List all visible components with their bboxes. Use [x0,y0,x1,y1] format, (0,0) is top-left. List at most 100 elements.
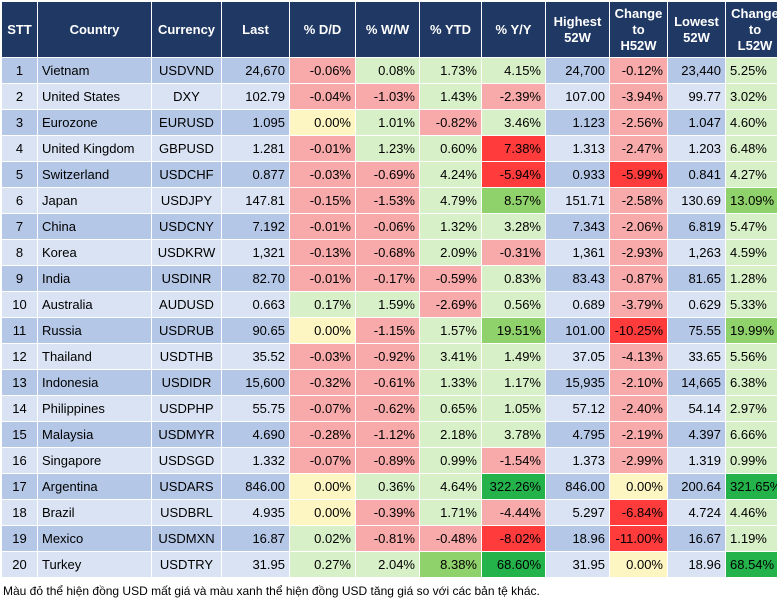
cell-last: 4.690 [222,422,290,448]
cell-change-h52w: -2.47% [610,136,668,162]
cell-ww: -0.92% [356,344,420,370]
cell-country: Mexico [38,526,152,552]
cell-change-l52w: 0.99% [726,448,777,474]
header-yy: % Y/Y [482,2,546,58]
cell-ww: -1.12% [356,422,420,448]
cell-currency: USDINR [152,266,222,292]
cell-ww: 0.36% [356,474,420,500]
cell-stt: 8 [2,240,38,266]
cell-lowest-52w: 81.65 [668,266,726,292]
cell-last: 4.935 [222,500,290,526]
cell-stt: 11 [2,318,38,344]
cell-change-l52w: 4.46% [726,500,777,526]
cell-change-h52w: -5.99% [610,162,668,188]
cell-yy: 19.51% [482,318,546,344]
cell-last: 1,321 [222,240,290,266]
cell-yy: 3.28% [482,214,546,240]
cell-change-l52w: 6.48% [726,136,777,162]
cell-change-h52w: -6.84% [610,500,668,526]
cell-highest-52w: 846.00 [546,474,610,500]
cell-ytd: 1.43% [420,84,482,110]
cell-yy: 1.05% [482,396,546,422]
cell-currency: AUDUSD [152,292,222,318]
cell-last: 0.663 [222,292,290,318]
cell-ytd: 3.41% [420,344,482,370]
cell-change-l52w: 5.25% [726,58,777,84]
cell-change-l52w: 4.59% [726,240,777,266]
cell-ww: -0.17% [356,266,420,292]
cell-last: 24,670 [222,58,290,84]
cell-lowest-52w: 0.841 [668,162,726,188]
cell-lowest-52w: 75.55 [668,318,726,344]
cell-yy: 1.17% [482,370,546,396]
cell-yy: 68.60% [482,552,546,578]
cell-stt: 12 [2,344,38,370]
cell-highest-52w: 18.96 [546,526,610,552]
cell-dd: -0.01% [290,136,356,162]
cell-highest-52w: 24,700 [546,58,610,84]
cell-stt: 19 [2,526,38,552]
currency-table: STT Country Currency Last % D/D % W/W % … [1,1,777,578]
cell-dd: 0.17% [290,292,356,318]
cell-last: 102.79 [222,84,290,110]
cell-dd: -0.07% [290,396,356,422]
cell-country: Eurozone [38,110,152,136]
header-country: Country [38,2,152,58]
cell-stt: 16 [2,448,38,474]
cell-dd: -0.01% [290,214,356,240]
cell-highest-52w: 57.12 [546,396,610,422]
cell-change-h52w: -0.12% [610,58,668,84]
cell-change-l52w: 321.65% [726,474,777,500]
cell-change-h52w: -3.79% [610,292,668,318]
cell-stt: 13 [2,370,38,396]
cell-yy: 7.38% [482,136,546,162]
header-row: STT Country Currency Last % D/D % W/W % … [2,2,777,58]
cell-yy: -4.44% [482,500,546,526]
cell-ytd: 1.32% [420,214,482,240]
cell-change-h52w: -2.40% [610,396,668,422]
cell-ytd: 1.73% [420,58,482,84]
cell-currency: USDRUB [152,318,222,344]
cell-yy: 3.46% [482,110,546,136]
cell-country: Japan [38,188,152,214]
cell-dd: -0.06% [290,58,356,84]
cell-country: Indonesia [38,370,152,396]
cell-highest-52w: 1.313 [546,136,610,162]
header-ww: % W/W [356,2,420,58]
cell-last: 7.192 [222,214,290,240]
cell-change-h52w: -2.10% [610,370,668,396]
cell-dd: -0.03% [290,344,356,370]
header-last: Last [222,2,290,58]
cell-country: United Kingdom [38,136,152,162]
cell-change-l52w: 68.54% [726,552,777,578]
cell-ytd: 2.18% [420,422,482,448]
cell-highest-52w: 5.297 [546,500,610,526]
cell-last: 16.87 [222,526,290,552]
cell-currency: USDSGD [152,448,222,474]
cell-currency: USDMXN [152,526,222,552]
cell-lowest-52w: 6.819 [668,214,726,240]
cell-stt: 14 [2,396,38,422]
cell-change-l52w: 5.33% [726,292,777,318]
cell-stt: 7 [2,214,38,240]
cell-change-h52w: 0.00% [610,552,668,578]
cell-yy: -8.02% [482,526,546,552]
cell-highest-52w: 7.343 [546,214,610,240]
cell-dd: -0.07% [290,448,356,474]
cell-change-l52w: 4.27% [726,162,777,188]
cell-country: Singapore [38,448,152,474]
cell-country: Argentina [38,474,152,500]
cell-country: Philippines [38,396,152,422]
cell-currency: USDIDR [152,370,222,396]
cell-ytd: 1.33% [420,370,482,396]
cell-change-l52w: 3.02% [726,84,777,110]
cell-currency: USDKRW [152,240,222,266]
cell-highest-52w: 1.373 [546,448,610,474]
cell-stt: 20 [2,552,38,578]
cell-ytd: 0.65% [420,396,482,422]
cell-lowest-52w: 4.724 [668,500,726,526]
